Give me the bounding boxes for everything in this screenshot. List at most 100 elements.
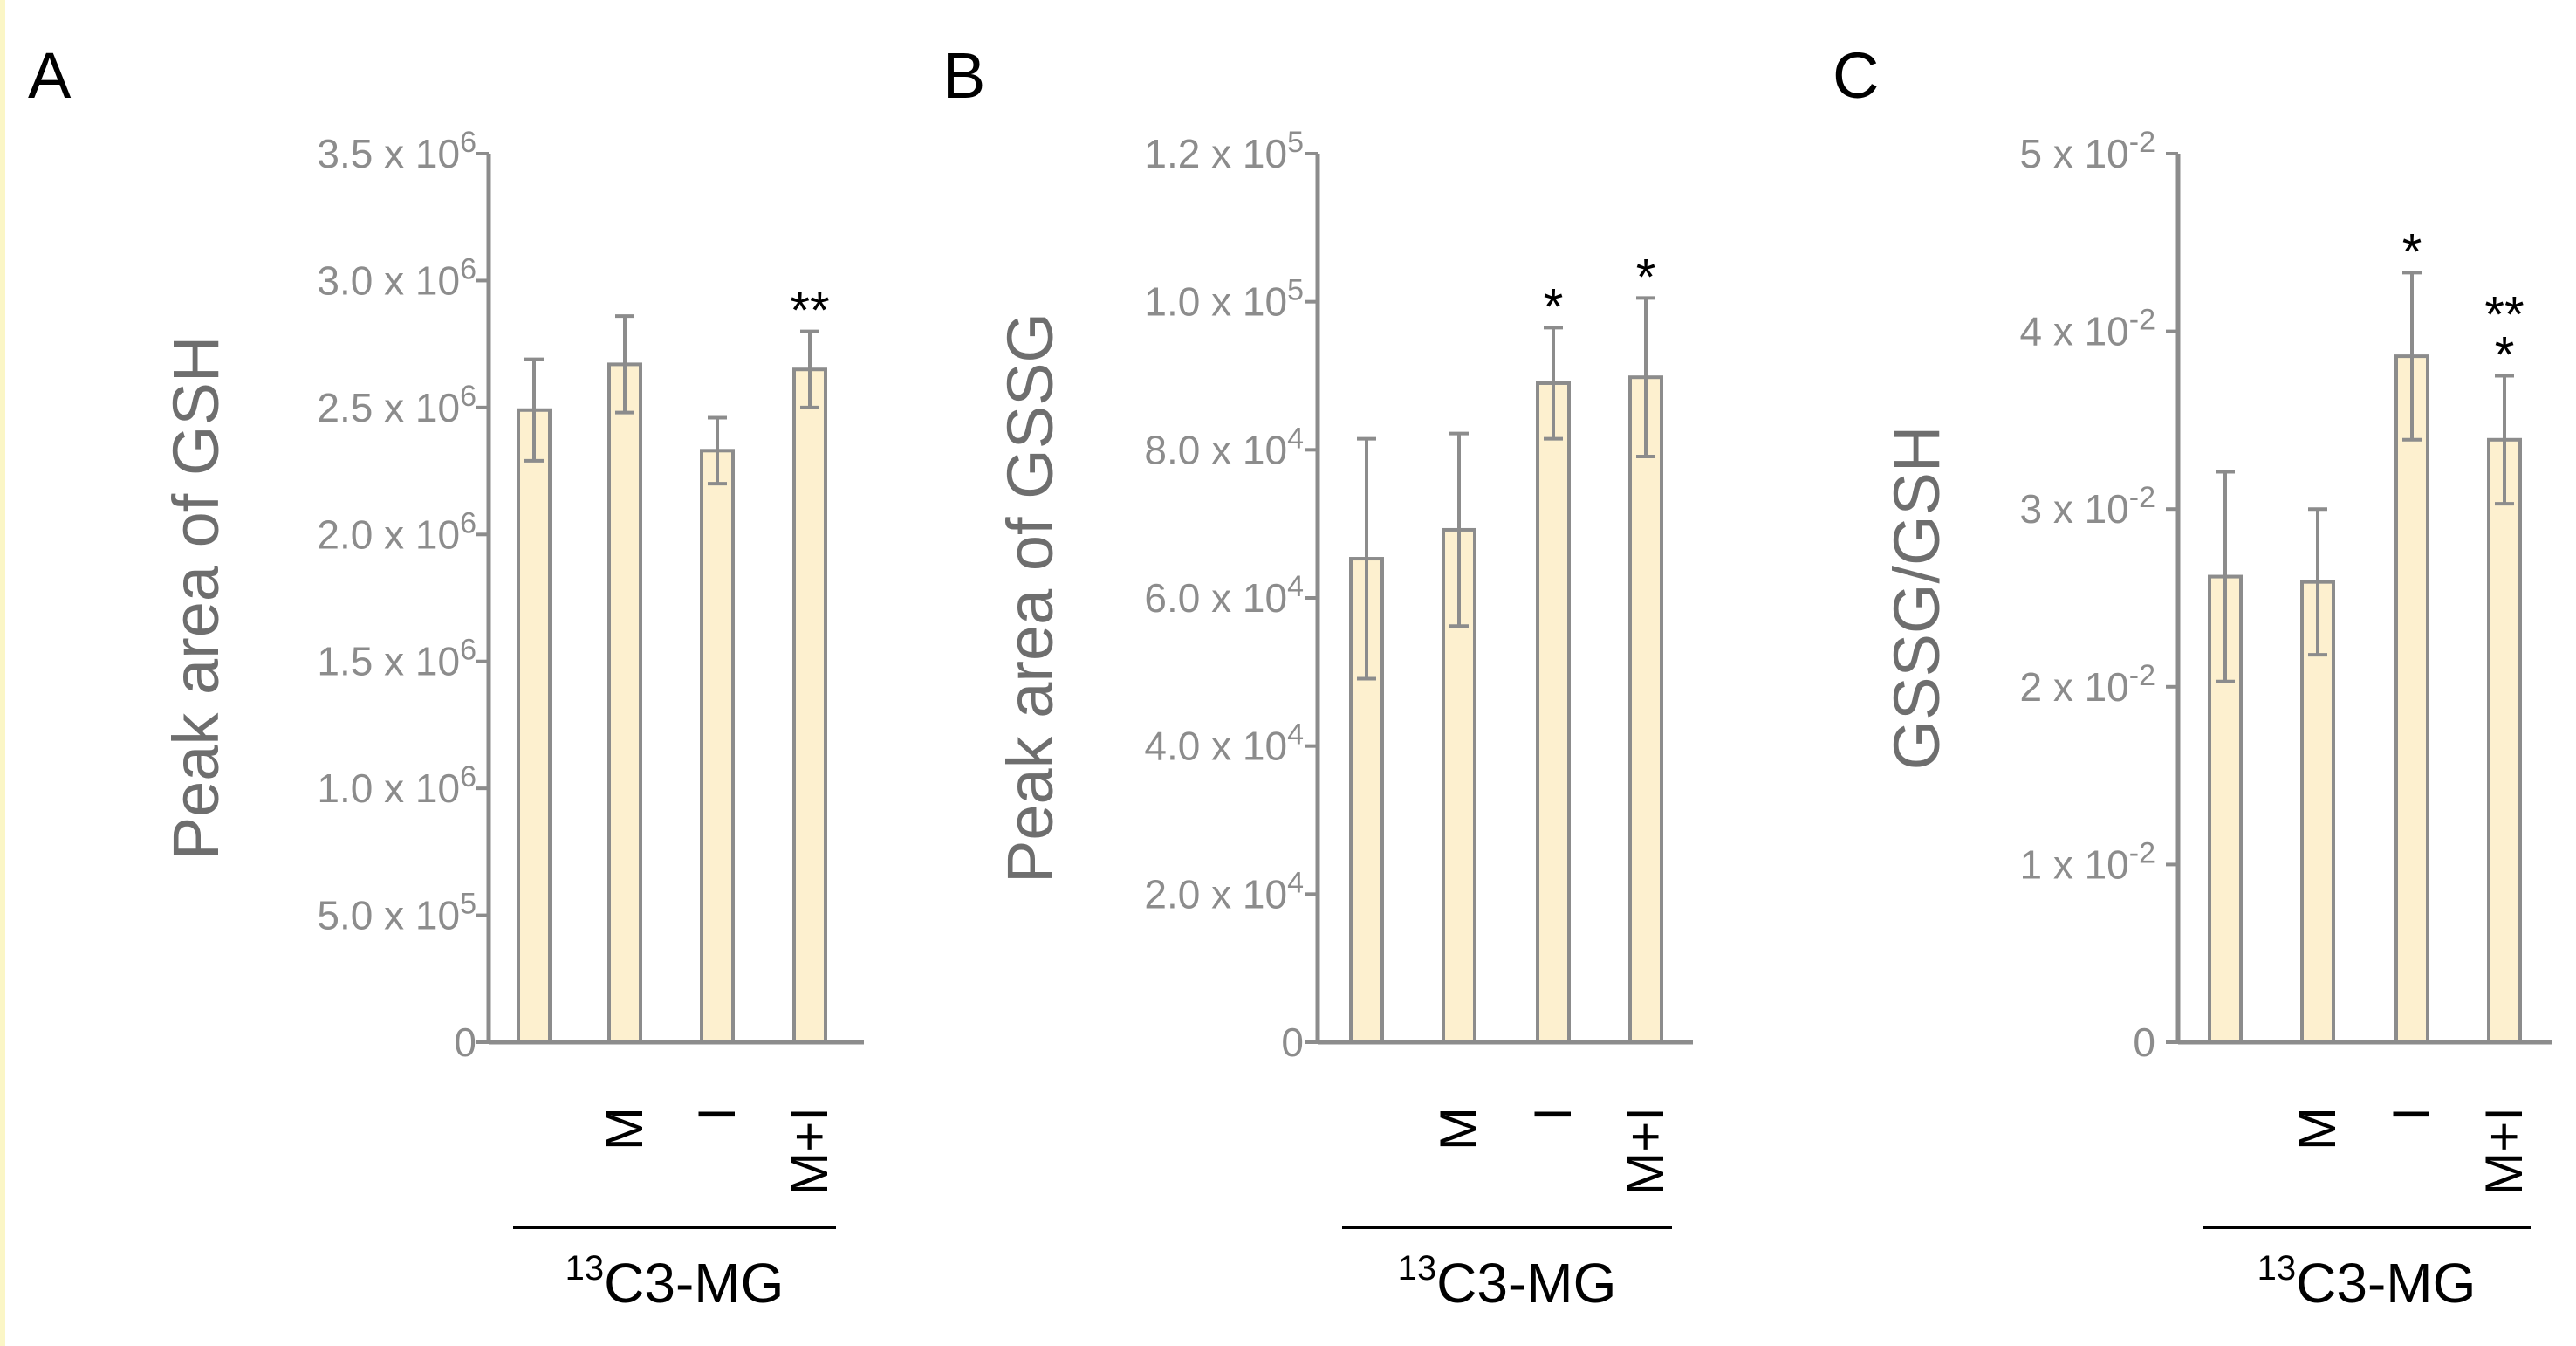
panel-letter-a: A [28, 39, 72, 112]
y-tick-label-exponent: 6 [460, 506, 476, 539]
bar-m [607, 362, 642, 1044]
y-axis-title: Peak area of GSSG [994, 312, 1066, 883]
y-tick-label: 4 x 10-2 [2019, 304, 2155, 354]
category-label: I [2382, 1107, 2441, 1122]
y-tick-label: 3 x 10-2 [2019, 481, 2155, 532]
y-tick-label-base: 3.0 x 10 [317, 258, 460, 303]
y-tick-label-base: 4 x 10 [2019, 309, 2128, 354]
bar-m-plus-i [792, 367, 827, 1044]
category-label: I [1524, 1107, 1582, 1122]
y-tick-label: 5 x 10-2 [2019, 126, 2155, 176]
y-tick-label-base: 2 x 10 [2019, 664, 2128, 710]
group-label: 13C3-MG [1398, 1249, 1617, 1315]
y-tick-label-base: 2.0 x 10 [317, 512, 460, 557]
group-label-text: C3-MG [1436, 1252, 1616, 1315]
y-tick-label: 1.5 x 106 [317, 634, 476, 684]
category-label: M+I [780, 1107, 839, 1196]
bar-i [1536, 381, 1571, 1044]
group-label-text: C3-MG [2296, 1252, 2476, 1315]
bar-i [2394, 354, 2429, 1044]
y-tick-label: 0 [2133, 1020, 2155, 1065]
y-tick-label-exponent: 4 [1287, 718, 1304, 752]
y-tick-label-base: 5.0 x 10 [317, 893, 460, 938]
y-tick-label-base: 8.0 x 10 [1144, 427, 1287, 472]
y-tick-label-exponent: 6 [460, 126, 476, 159]
y-tick-label-base: 0 [454, 1020, 476, 1065]
y-axis-title: GSSG/GSH [1881, 426, 1953, 771]
y-tick-label-base: 1.0 x 10 [317, 766, 460, 811]
y-tick-label: 3.5 x 106 [317, 126, 476, 176]
category-label: M [595, 1107, 654, 1150]
bar-m [2300, 580, 2335, 1044]
y-tick-label-exponent: 6 [460, 760, 476, 793]
y-tick-label: 0 [1281, 1020, 1304, 1065]
y-tick-label-base: 3.5 x 10 [317, 131, 460, 176]
y-tick-label-exponent: 6 [460, 252, 476, 285]
y-tick-label: 2.0 x 106 [317, 506, 476, 557]
y-tick-label: 4.0 x 104 [1144, 718, 1304, 769]
y-tick-label-base: 1 x 10 [2019, 841, 2128, 887]
significance-marker: ** [2484, 287, 2524, 344]
y-tick-label-base: 4.0 x 10 [1144, 724, 1287, 769]
y-tick-label-base: 3 x 10 [2019, 486, 2128, 532]
y-tick-label-base: 1.2 x 10 [1144, 131, 1287, 176]
category-label: M+I [2475, 1107, 2533, 1196]
y-tick-label-base: 5 x 10 [2019, 131, 2128, 176]
y-tick-label-exponent: -2 [2129, 481, 2155, 514]
y-tick-label: 2.0 x 104 [1144, 866, 1304, 917]
category-label: M [2288, 1107, 2346, 1150]
y-tick-label-exponent: -2 [2129, 126, 2155, 159]
y-tick-label: 5.0 x 105 [317, 888, 476, 938]
y-tick-label-exponent: 5 [460, 888, 476, 921]
y-tick-label-base: 6.0 x 10 [1144, 575, 1287, 621]
y-tick-label-base: 0 [1281, 1020, 1304, 1065]
y-tick-label-exponent: 6 [460, 634, 476, 667]
group-label: 13C3-MG [565, 1249, 784, 1315]
y-tick-label-exponent: 5 [1287, 126, 1304, 159]
y-tick-label: 1.0 x 105 [1144, 274, 1304, 325]
y-tick-label-base: 1.0 x 10 [1144, 279, 1287, 325]
y-tick-label-base: 1.5 x 10 [317, 639, 460, 684]
significance-marker: * [1636, 249, 1656, 306]
y-tick-label-base: 0 [2133, 1020, 2155, 1065]
panel-letter-c: C [1833, 39, 1879, 112]
significance-marker: * [2495, 327, 2515, 384]
group-label-superscript: 13 [1398, 1249, 1437, 1288]
significance-marker: ** [790, 283, 829, 340]
group-label: 13C3-MG [2257, 1249, 2477, 1315]
y-tick-label-exponent: 4 [1287, 422, 1304, 455]
panel-letter-b: B [942, 39, 985, 112]
significance-marker: * [2402, 223, 2422, 280]
category-label: I [688, 1107, 746, 1122]
category-label: M+I [1616, 1107, 1675, 1196]
y-tick-label-exponent: 5 [1287, 274, 1304, 307]
y-tick-label-exponent: -2 [2129, 304, 2155, 337]
bar-i [700, 449, 735, 1044]
y-tick-label-base: 2.5 x 10 [317, 385, 460, 430]
left-edge-strip [0, 0, 5, 1346]
bar-m-plus-i [1628, 375, 1663, 1044]
y-tick-label-exponent: -2 [2129, 659, 2155, 692]
y-tick-label: 0 [454, 1020, 476, 1065]
significance-marker: * [1544, 278, 1564, 335]
y-tick-label: 1.2 x 105 [1144, 126, 1304, 176]
group-label-superscript: 13 [2257, 1249, 2297, 1288]
bar-m-plus-i [2487, 437, 2522, 1044]
group-label-superscript: 13 [565, 1249, 605, 1288]
y-tick-label: 2.5 x 106 [317, 380, 476, 430]
y-tick-label: 1.0 x 106 [317, 760, 476, 811]
y-tick-label: 2 x 10-2 [2019, 659, 2155, 710]
y-tick-label: 3.0 x 106 [317, 252, 476, 303]
y-tick-label: 8.0 x 104 [1144, 422, 1304, 472]
y-axis-title: Peak area of GSH [160, 336, 232, 861]
y-tick-label-exponent: 4 [1287, 866, 1304, 899]
category-label: M [1429, 1107, 1488, 1150]
y-tick-label: 1 x 10-2 [2019, 836, 2155, 887]
bar-control [517, 408, 552, 1045]
y-tick-label-exponent: -2 [2129, 836, 2155, 869]
y-tick-label-exponent: 4 [1287, 570, 1304, 603]
y-tick-label-exponent: 6 [460, 380, 476, 413]
group-label-text: C3-MG [604, 1252, 784, 1315]
y-tick-label: 6.0 x 104 [1144, 570, 1304, 621]
